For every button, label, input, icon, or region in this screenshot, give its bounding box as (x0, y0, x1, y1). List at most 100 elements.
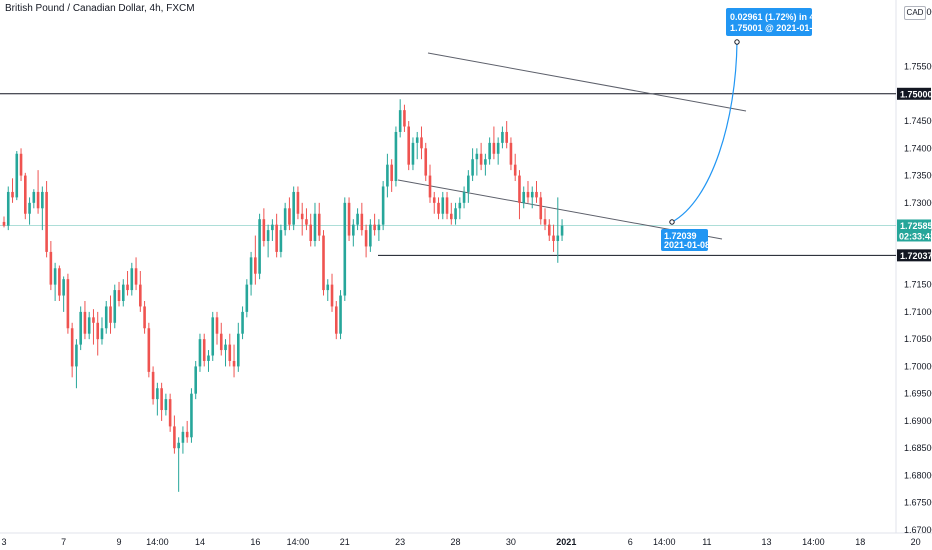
candle-body (356, 213, 359, 225)
candle (121, 279, 125, 307)
low-point-time-label: 2021-01-08 06:00 (664, 240, 736, 250)
candle (283, 202, 287, 236)
candle-body (437, 202, 440, 214)
candle-body (139, 284, 142, 307)
candle-body (492, 142, 496, 154)
price-tick-label: 1.73500 (904, 171, 932, 181)
candle-body (19, 153, 23, 176)
candle-body (249, 257, 253, 285)
candle-body (313, 213, 317, 242)
candle (41, 186, 44, 231)
candle-body (398, 110, 402, 132)
candle (394, 126, 398, 187)
time-tick-label: 9 (117, 537, 122, 547)
candle-body (330, 284, 334, 307)
projection-curve (671, 41, 738, 223)
target-callout-bg (726, 8, 812, 36)
price-tick-label: 1.69000 (904, 416, 932, 426)
candle-body (160, 388, 163, 411)
candle-body (41, 191, 44, 209)
candle (369, 219, 372, 252)
candle (305, 208, 308, 231)
price-tick-label: 1.69500 (904, 389, 932, 399)
time-axis[interactable]: 3 7 9 14:00 14 16 14:00 21 23 28 30 2021 6 14:00 11 13 1… (1, 537, 920, 547)
candle (547, 219, 551, 242)
candle-body (552, 235, 555, 242)
candle-body (432, 197, 436, 203)
candle-body (509, 142, 513, 165)
time-tick-label: 30 (506, 537, 516, 547)
candle-body (75, 344, 78, 367)
candle-body (288, 208, 291, 225)
candle-body (156, 388, 159, 400)
candle (343, 197, 347, 301)
candle (151, 366, 155, 405)
candle (177, 437, 180, 492)
time-tick-label: 14:00 (802, 537, 825, 547)
candle (87, 311, 91, 340)
candle-body (219, 333, 223, 351)
candle (134, 257, 138, 291)
level-tag-1-72037-text: 1.72037 (900, 251, 932, 261)
candle (224, 339, 227, 367)
candle (513, 153, 517, 182)
candle (467, 170, 470, 203)
last-price-tag: 1.72585 (897, 219, 932, 242)
candle (207, 350, 210, 372)
candle-body (547, 224, 551, 236)
price-tick-label: 1.75500 (904, 62, 932, 72)
candle (377, 219, 381, 242)
target-point-marker (734, 39, 740, 45)
candle-body (513, 164, 517, 176)
last-price-countdown: 02:33:43 (899, 231, 932, 241)
candle-body (279, 230, 283, 252)
candle (66, 273, 70, 334)
candle (488, 137, 491, 165)
price-tick-label: 1.70000 (904, 361, 932, 371)
candle (496, 137, 500, 165)
candle (185, 420, 189, 443)
currency-badge[interactable]: CAD (904, 6, 926, 20)
price-tick-label: 1.71000 (904, 307, 932, 317)
candle-body (347, 202, 351, 236)
time-tick-label: 20 (911, 537, 921, 547)
candle-body (70, 328, 74, 367)
candle (462, 186, 466, 209)
channel-upper-line (427, 52, 747, 112)
candle-body (15, 153, 19, 198)
candle-body (185, 431, 189, 438)
candle-body (518, 175, 521, 203)
candle-body (87, 317, 91, 334)
candle (356, 208, 359, 231)
candle (526, 181, 530, 203)
low-point-marker (669, 219, 675, 225)
candle (164, 393, 168, 416)
candle-body (207, 355, 210, 361)
candle-body (296, 191, 300, 214)
candle-body (109, 306, 112, 323)
candle-body (92, 317, 95, 323)
candle (330, 273, 334, 312)
candle (168, 393, 172, 432)
candle-body (181, 431, 185, 443)
candle (360, 202, 364, 236)
candle-body (360, 213, 364, 231)
candle (219, 322, 223, 356)
candle-body (190, 393, 193, 438)
candle-body (334, 306, 338, 334)
price-axis[interactable]: 1.765001.755001.745001.740001.735001.730… (904, 7, 932, 535)
candle (194, 360, 197, 400)
level-tag-1-75000-text: 1.75000 (900, 89, 932, 99)
candle-body (373, 224, 376, 231)
target-callout: 0.02961 (1.72%) in 4d 8h1.75001 @ 2021-0… (726, 8, 848, 36)
candle-body (215, 317, 219, 334)
candle-body (173, 426, 176, 449)
candle (326, 279, 330, 301)
candle-body (45, 191, 48, 252)
price-tick-label: 1.71500 (904, 280, 932, 290)
time-tick-label: 11 (702, 537, 711, 547)
candle-body (151, 371, 155, 400)
symbol-title[interactable]: British Pound / Canadian Dollar, 4h, FXC… (5, 3, 195, 14)
candle (266, 224, 270, 258)
